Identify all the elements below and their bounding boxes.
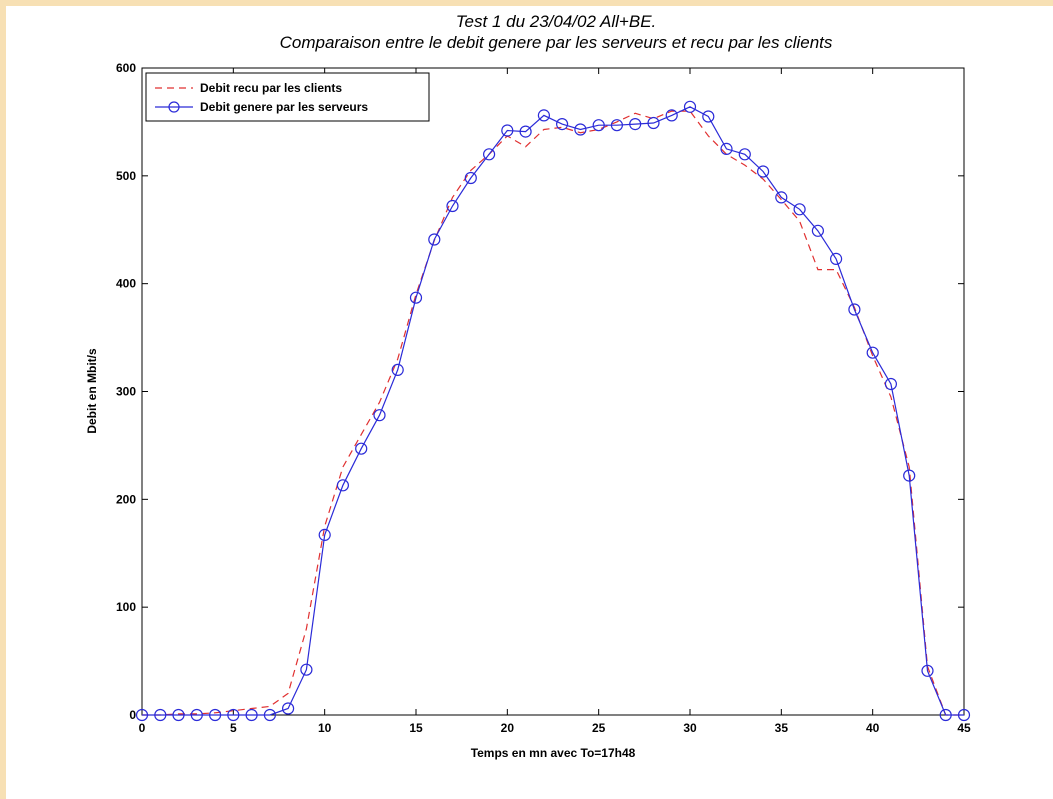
x-tick-label: 45	[957, 721, 971, 735]
data-point	[227, 708, 240, 722]
data-point	[647, 116, 660, 130]
legend-label-genere: Debit genere par les serveurs	[200, 100, 368, 114]
data-point	[738, 148, 751, 161]
data-point	[391, 363, 404, 376]
data-point	[464, 171, 477, 185]
y-tick-label: 100	[116, 600, 136, 614]
x-tick-label: 0	[139, 721, 146, 735]
data-point	[501, 124, 514, 137]
x-axis-label: Temps en mn avec To=17h48	[471, 746, 636, 760]
x-tick-label: 15	[409, 721, 423, 735]
chart-title: Test 1 du 23/04/02 All+BE.	[456, 12, 657, 31]
legend-box	[145, 72, 430, 122]
data-point	[172, 708, 185, 722]
data-point	[190, 708, 203, 722]
x-tick-label: 40	[866, 721, 880, 735]
data-point	[446, 199, 459, 213]
data-point	[610, 119, 624, 132]
y-axis: 0 100 200 300 400 500 600	[116, 61, 964, 722]
plot-area	[141, 67, 965, 716]
data-point	[135, 708, 149, 722]
y-tick-label: 600	[116, 61, 136, 75]
x-tick-label: 10	[318, 721, 332, 735]
data-point	[245, 708, 258, 722]
data-point	[154, 708, 167, 722]
data-point	[336, 479, 349, 492]
data-point	[373, 409, 386, 422]
data-point	[811, 224, 825, 237]
x-tick-label: 5	[230, 721, 237, 735]
data-point	[300, 663, 313, 676]
data-point	[829, 252, 843, 265]
data-point	[318, 528, 331, 542]
legend: Debit recu par les clients Debit genere …	[145, 72, 430, 122]
data-point	[720, 142, 733, 155]
data-point	[921, 664, 934, 677]
data-point	[409, 291, 423, 304]
y-tick-label: 500	[116, 169, 136, 183]
legend-swatch-genere-marker	[168, 101, 180, 113]
data-point	[884, 377, 898, 391]
data-point	[483, 148, 496, 161]
data-point	[592, 119, 605, 132]
data-point	[555, 117, 569, 131]
data-point	[355, 442, 368, 455]
data-point	[683, 100, 697, 113]
x-tick-label: 20	[501, 721, 515, 735]
y-tick-label: 200	[116, 492, 136, 506]
x-tick-label: 35	[775, 721, 789, 735]
data-point	[629, 117, 642, 131]
data-point	[537, 109, 551, 122]
data-point	[903, 469, 916, 482]
series-line-recu	[142, 110, 964, 716]
data-point	[263, 708, 276, 722]
data-point	[282, 702, 295, 715]
data-point	[756, 165, 770, 178]
data-point	[957, 708, 971, 722]
data-point	[519, 125, 532, 138]
y-axis-label: Debit en Mbit/s	[85, 348, 99, 434]
data-point	[939, 708, 952, 722]
line-chart: Test 1 du 23/04/02 All+BE. Comparaison e…	[85, 12, 971, 760]
data-point	[574, 123, 587, 136]
figure-frame: Test 1 du 23/04/02 All+BE. Comparaison e…	[6, 6, 1053, 799]
data-point	[848, 303, 861, 316]
data-point	[793, 203, 806, 216]
x-axis: 0 5 10 15 20 25 30 35 40 45	[139, 68, 971, 735]
series-layer	[135, 100, 971, 722]
x-tick-label: 25	[592, 721, 606, 735]
y-tick-label: 400	[116, 277, 136, 291]
data-point	[866, 346, 879, 359]
legend-label-recu: Debit recu par les clients	[200, 81, 342, 95]
data-point	[775, 191, 788, 204]
data-point	[209, 708, 222, 722]
data-point	[702, 110, 715, 123]
y-tick-label: 300	[116, 385, 136, 399]
chart-subtitle: Comparaison entre le debit genere par le…	[280, 33, 833, 52]
series-line-genere	[142, 106, 964, 716]
x-tick-label: 30	[683, 721, 697, 735]
data-point	[428, 233, 441, 246]
y-tick-label: 0	[129, 708, 136, 722]
data-point	[665, 109, 678, 122]
